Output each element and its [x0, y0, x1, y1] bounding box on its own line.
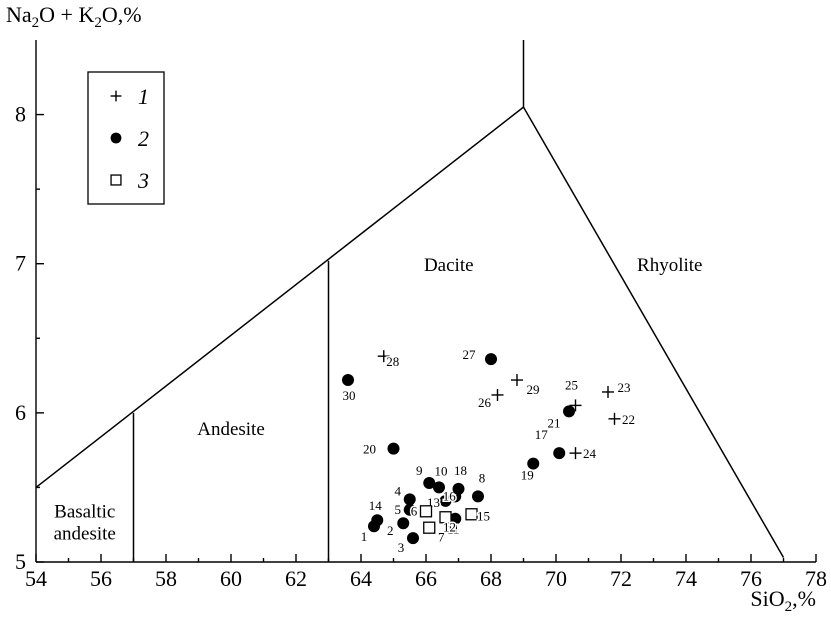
legend-box: [87, 71, 165, 205]
point-label: 15: [477, 508, 490, 523]
x-tick-label: 68: [480, 566, 502, 591]
x-tick-label: 72: [610, 566, 632, 591]
x-tick-label: 60: [220, 566, 242, 591]
x-tick-label: 62: [285, 566, 307, 591]
filled-circle-marker: [423, 476, 436, 489]
point-label: 9: [416, 463, 423, 478]
open-square-marker: [465, 508, 478, 521]
filled-circle-marker: [407, 532, 419, 545]
point-label: 14: [369, 498, 383, 513]
plus-marker: [602, 385, 614, 398]
point-label: 22: [622, 412, 635, 427]
point-label: 8: [479, 470, 486, 485]
filled-circle-marker: [403, 493, 416, 506]
filled-circle-marker: [403, 503, 416, 516]
plus-marker: [608, 412, 621, 425]
legend-label: 2: [138, 126, 149, 151]
y-tick-label: 5: [15, 549, 26, 574]
plus-marker: [491, 388, 504, 401]
x-tick-label: 74: [675, 566, 697, 591]
field-boundary: [522, 106, 785, 558]
filled-circle-marker: [342, 374, 354, 387]
x-tick-label: 76: [740, 566, 762, 591]
classification-fields: Basaltic andesite Andesite Dacite Rhyolite: [35, 40, 785, 562]
point-label: 11: [447, 522, 460, 537]
y-axis-title: Na2O + K2O,%: [6, 2, 142, 31]
y-tick-label: 8: [15, 102, 26, 127]
point-label: 5: [395, 502, 402, 517]
point-label: 4: [395, 483, 402, 498]
point-label: 21: [548, 415, 561, 430]
axis-titles: Na2O + K2O,% SiO2,%: [6, 2, 816, 615]
point-label: 28: [386, 354, 399, 369]
filled-circle-marker: [449, 512, 462, 525]
filled-circle-marker: [110, 132, 122, 144]
point-label: 17: [535, 427, 549, 442]
filled-circle-marker: [397, 517, 410, 530]
legend-label: 3: [137, 168, 149, 193]
field-label: Rhyolite: [637, 255, 702, 276]
open-square-marker: [110, 174, 122, 186]
point-label: 29: [527, 382, 540, 397]
field-label: Basaltic andesite: [54, 501, 116, 544]
point-label: 23: [618, 380, 631, 395]
plus-marker: [511, 374, 523, 387]
open-square-marker: [419, 505, 433, 518]
plus-marker: [569, 399, 582, 412]
point-label: 10: [435, 463, 448, 478]
x-tick-label: 58: [155, 566, 177, 591]
filled-circle-marker: [439, 494, 452, 507]
x-tick-label: 54: [25, 566, 47, 591]
field-label: Andesite: [197, 419, 265, 440]
filled-circle-marker: [553, 447, 566, 460]
plus-marker: [377, 350, 390, 363]
field-boundary: [35, 106, 524, 489]
legend: 1 2 3: [87, 71, 165, 205]
plus-marker: [569, 447, 582, 460]
filled-circle-marker: [452, 482, 465, 495]
x-tick-label: 70: [545, 566, 567, 591]
point-label: 7: [438, 530, 445, 545]
filled-circle-marker: [371, 514, 384, 527]
point-label: 24: [583, 446, 597, 461]
point-label: 2: [387, 523, 394, 538]
point-label: 26: [478, 395, 492, 410]
filled-circle-marker: [433, 481, 445, 494]
open-square-marker: [423, 521, 436, 534]
point-label: 20: [363, 442, 376, 457]
point-label: 19: [521, 468, 534, 483]
filled-circle-marker: [472, 490, 484, 503]
point-label: 6: [411, 503, 418, 518]
x-tick-label: 78: [805, 566, 827, 591]
field-label: Dacite: [424, 255, 474, 276]
filled-circle-marker: [387, 442, 400, 455]
filled-circle-marker: [563, 405, 575, 418]
filled-circle-marker: [527, 457, 540, 470]
plus-marker: [110, 90, 122, 102]
point-label: 3: [398, 540, 405, 555]
point-label: 27: [463, 347, 477, 362]
x-tick-label: 56: [90, 566, 112, 591]
point-label: 25: [565, 377, 578, 392]
filled-circle-marker: [485, 353, 497, 366]
point-label: 30: [343, 388, 356, 403]
point-label: 18: [454, 463, 467, 478]
y-tick-label: 7: [15, 251, 26, 276]
legend-label: 1: [138, 84, 149, 109]
x-tick-label: 64: [350, 566, 372, 591]
x-axis-title: SiO2,%: [750, 586, 816, 615]
point-label: 1: [361, 529, 368, 544]
x-tick-label: 66: [415, 566, 437, 591]
point-label: 12: [443, 519, 456, 534]
y-tick-label: 6: [15, 400, 26, 425]
open-square-marker: [439, 511, 452, 524]
